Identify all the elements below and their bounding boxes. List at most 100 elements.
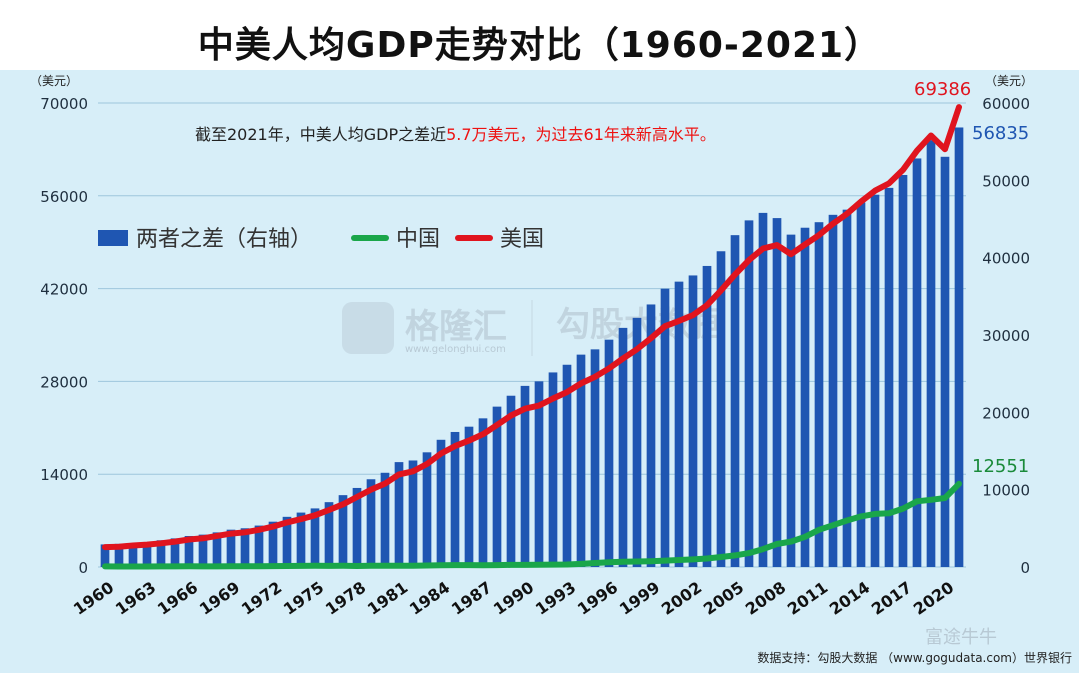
legend-label-china: 中国: [396, 227, 440, 252]
bar-diff: [422, 452, 432, 567]
x-tick-label: 1993: [532, 578, 579, 619]
bar-diff: [366, 479, 376, 567]
watermark-logo-icon: [342, 302, 394, 354]
bar-diff: [828, 214, 838, 567]
bar-diff: [590, 349, 600, 567]
bar-diff: [128, 543, 138, 567]
right-tick-label: 10000: [982, 482, 1030, 500]
line-series: [102, 104, 962, 570]
legend-label-us: 美国: [500, 227, 544, 252]
bar-diff: [436, 439, 446, 567]
x-tick-label: 1978: [322, 578, 369, 619]
bar-diff: [744, 220, 754, 567]
watermark-futu: 富途牛牛: [925, 627, 997, 648]
bar-diff: [954, 127, 964, 567]
bar-diff: [408, 460, 418, 567]
chart-title: 中美人均GDP走势对比（1960-2021）: [197, 25, 882, 66]
bar-diff: [324, 502, 334, 567]
bar-diff: [114, 543, 124, 567]
bar-diff: [492, 406, 502, 567]
bar-diff: [184, 535, 194, 567]
right-tick-label: 20000: [982, 404, 1030, 422]
x-tick-label: 2020: [910, 578, 957, 619]
bar-diff: [674, 281, 684, 567]
bar-diff: [716, 251, 726, 567]
bar-diff: [604, 339, 614, 567]
bar-diff: [310, 508, 320, 567]
line-us: [102, 104, 962, 551]
bar-diff: [912, 158, 922, 567]
bar-diff: [156, 540, 166, 567]
bar-diff: [212, 532, 222, 567]
left-tick-label: 14000: [40, 466, 88, 484]
bar-diff: [240, 528, 250, 567]
x-tick-label: 1990: [490, 578, 537, 619]
right-tick-label: 60000: [982, 95, 1030, 113]
right-tick-label: 30000: [982, 327, 1030, 345]
x-axis-ticks: 1960196319661969197219751978198119841987…: [70, 578, 957, 619]
bar-diff: [786, 234, 796, 567]
annotation-main: 截至2021年，中美人均GDP之差近: [195, 125, 446, 144]
x-tick-label: 1966: [154, 578, 201, 619]
left-axis-ticks: 0 14000 28000 42000 56000 70000: [40, 95, 88, 577]
bar-diff: [884, 187, 894, 567]
x-tick-label: 2008: [742, 578, 789, 619]
x-tick-label: 1969: [196, 578, 243, 619]
x-tick-label: 2014: [826, 578, 873, 619]
x-tick-label: 2011: [784, 578, 831, 619]
bar-diff: [548, 372, 558, 567]
x-tick-label: 1999: [616, 578, 663, 619]
x-tick-label: 1984: [406, 578, 453, 619]
bar-diff: [450, 431, 460, 567]
bar-diff: [338, 495, 348, 567]
bar-diff: [394, 462, 404, 567]
bar-diff: [870, 194, 880, 567]
bar-diff: [688, 275, 698, 567]
bar-diff: [576, 354, 586, 567]
bar-diff: [226, 529, 236, 567]
right-tick-label: 40000: [982, 250, 1030, 268]
x-tick-label: 2017: [868, 578, 915, 619]
line-china: [102, 480, 962, 570]
bar-diff: [100, 544, 110, 567]
bar-diff: [898, 174, 908, 568]
bar-diff: [464, 426, 474, 567]
bar-diff: [660, 288, 670, 567]
x-tick-label: 1996: [574, 578, 621, 619]
annotation: 截至2021年，中美人均GDP之差近5.7万美元，为过去61年来新高水平。: [195, 125, 716, 144]
bar-diff: [506, 395, 516, 567]
x-tick-label: 1987: [448, 578, 495, 619]
right-tick-label: 50000: [982, 172, 1030, 190]
source-note: 数据支持：勾股大数据 （www.gogudata.com）世界银行: [757, 650, 1072, 665]
legend-swatch-diff: [98, 230, 128, 246]
us-end-label: 69386: [914, 79, 971, 100]
bar-diff: [254, 525, 264, 567]
bar-diff: [730, 235, 740, 567]
x-tick-label: 2002: [658, 578, 705, 619]
left-tick-label: 42000: [40, 281, 88, 299]
bar-diff: [478, 418, 488, 567]
bar-diff: [842, 209, 852, 567]
bar-diff: [562, 364, 572, 567]
bar-diff: [800, 227, 810, 567]
bar-diff: [296, 512, 306, 567]
left-tick-label: 28000: [40, 373, 88, 391]
bar-diff: [142, 541, 152, 567]
watermark-gelonghui-url: www.gelonghui.com: [405, 344, 506, 355]
x-tick-label: 1975: [280, 578, 327, 619]
bar-diff: [268, 521, 278, 567]
bar-diff: [646, 304, 656, 567]
legend: 两者之差（右轴） 中国 美国: [98, 227, 544, 252]
bar-diff: [618, 327, 628, 567]
bar-diff: [282, 516, 292, 567]
bar-series-diff: [100, 127, 964, 568]
bar-diff: [856, 202, 866, 567]
right-axis-unit: （美元）: [985, 74, 1033, 88]
annotation-highlight: 5.7万美元，为过去61年来新高水平。: [446, 125, 716, 144]
right-tick-label: 0: [1020, 559, 1030, 577]
bar-diff: [814, 222, 824, 568]
bar-diff: [940, 156, 950, 567]
watermark-gelonghui: 格隆汇: [405, 307, 507, 347]
bar-diff: [534, 381, 544, 567]
